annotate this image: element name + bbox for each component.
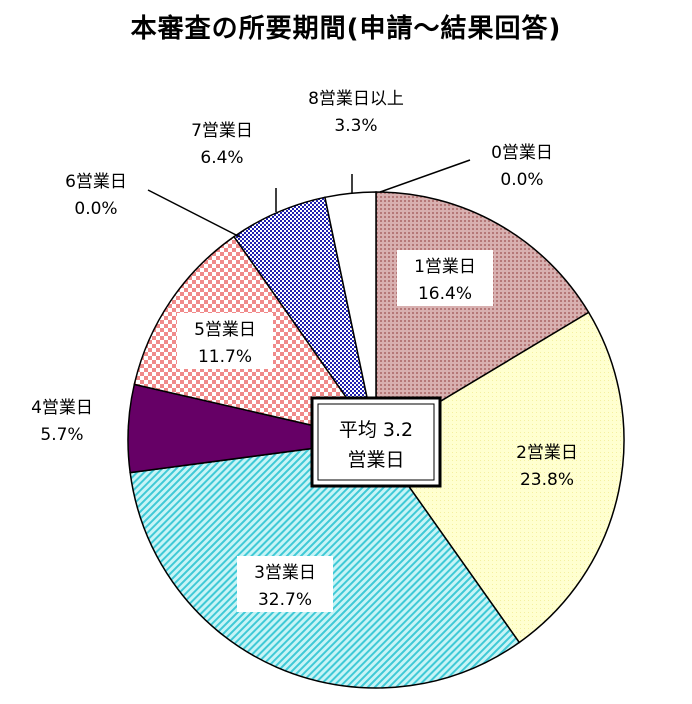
slice-label-7: 7営業日 bbox=[191, 121, 253, 141]
label-bg-3 bbox=[237, 556, 333, 612]
slice-label-6: 6営業日 bbox=[65, 172, 127, 192]
slice-value-6: 0.0% bbox=[74, 199, 117, 219]
slice-value-1: 16.4% bbox=[418, 284, 472, 304]
slice-value-4: 5.7% bbox=[40, 425, 83, 445]
slice-label-0: 0営業日 bbox=[491, 143, 553, 163]
slice-value-0: 0.0% bbox=[500, 170, 543, 190]
slice-value-2: 23.8% bbox=[520, 470, 574, 490]
average-value-label: 平均 3.2 bbox=[339, 419, 413, 441]
slice-label-1: 1営業日 bbox=[414, 257, 476, 277]
pie-slice-2 bbox=[374, 311, 625, 644]
slice-label-2: 2営業日 bbox=[516, 443, 578, 463]
slice-label-3: 3営業日 bbox=[254, 563, 316, 583]
leader-line-0 bbox=[379, 159, 471, 193]
chart-title: 本審査の所要期間(申請～結果回答) bbox=[130, 14, 562, 44]
slice-label-8: 8営業日以上 bbox=[308, 89, 404, 109]
slice-label-5: 5営業日 bbox=[194, 320, 256, 340]
label-bg-1 bbox=[397, 250, 493, 306]
slice-value-5: 11.7% bbox=[198, 347, 252, 367]
pie-slice-8 bbox=[324, 191, 377, 441]
average-unit-label: 営業日 bbox=[347, 449, 404, 471]
slice-label-4: 4営業日 bbox=[31, 398, 93, 418]
leader-line-6 bbox=[147, 189, 241, 238]
slice-value-7: 6.4% bbox=[200, 148, 243, 168]
average-box: 平均 3.2 営業日 bbox=[310, 396, 442, 488]
slice-value-3: 32.7% bbox=[258, 590, 312, 610]
slice-value-8: 3.3% bbox=[334, 116, 377, 136]
label-bg-5 bbox=[177, 313, 273, 369]
